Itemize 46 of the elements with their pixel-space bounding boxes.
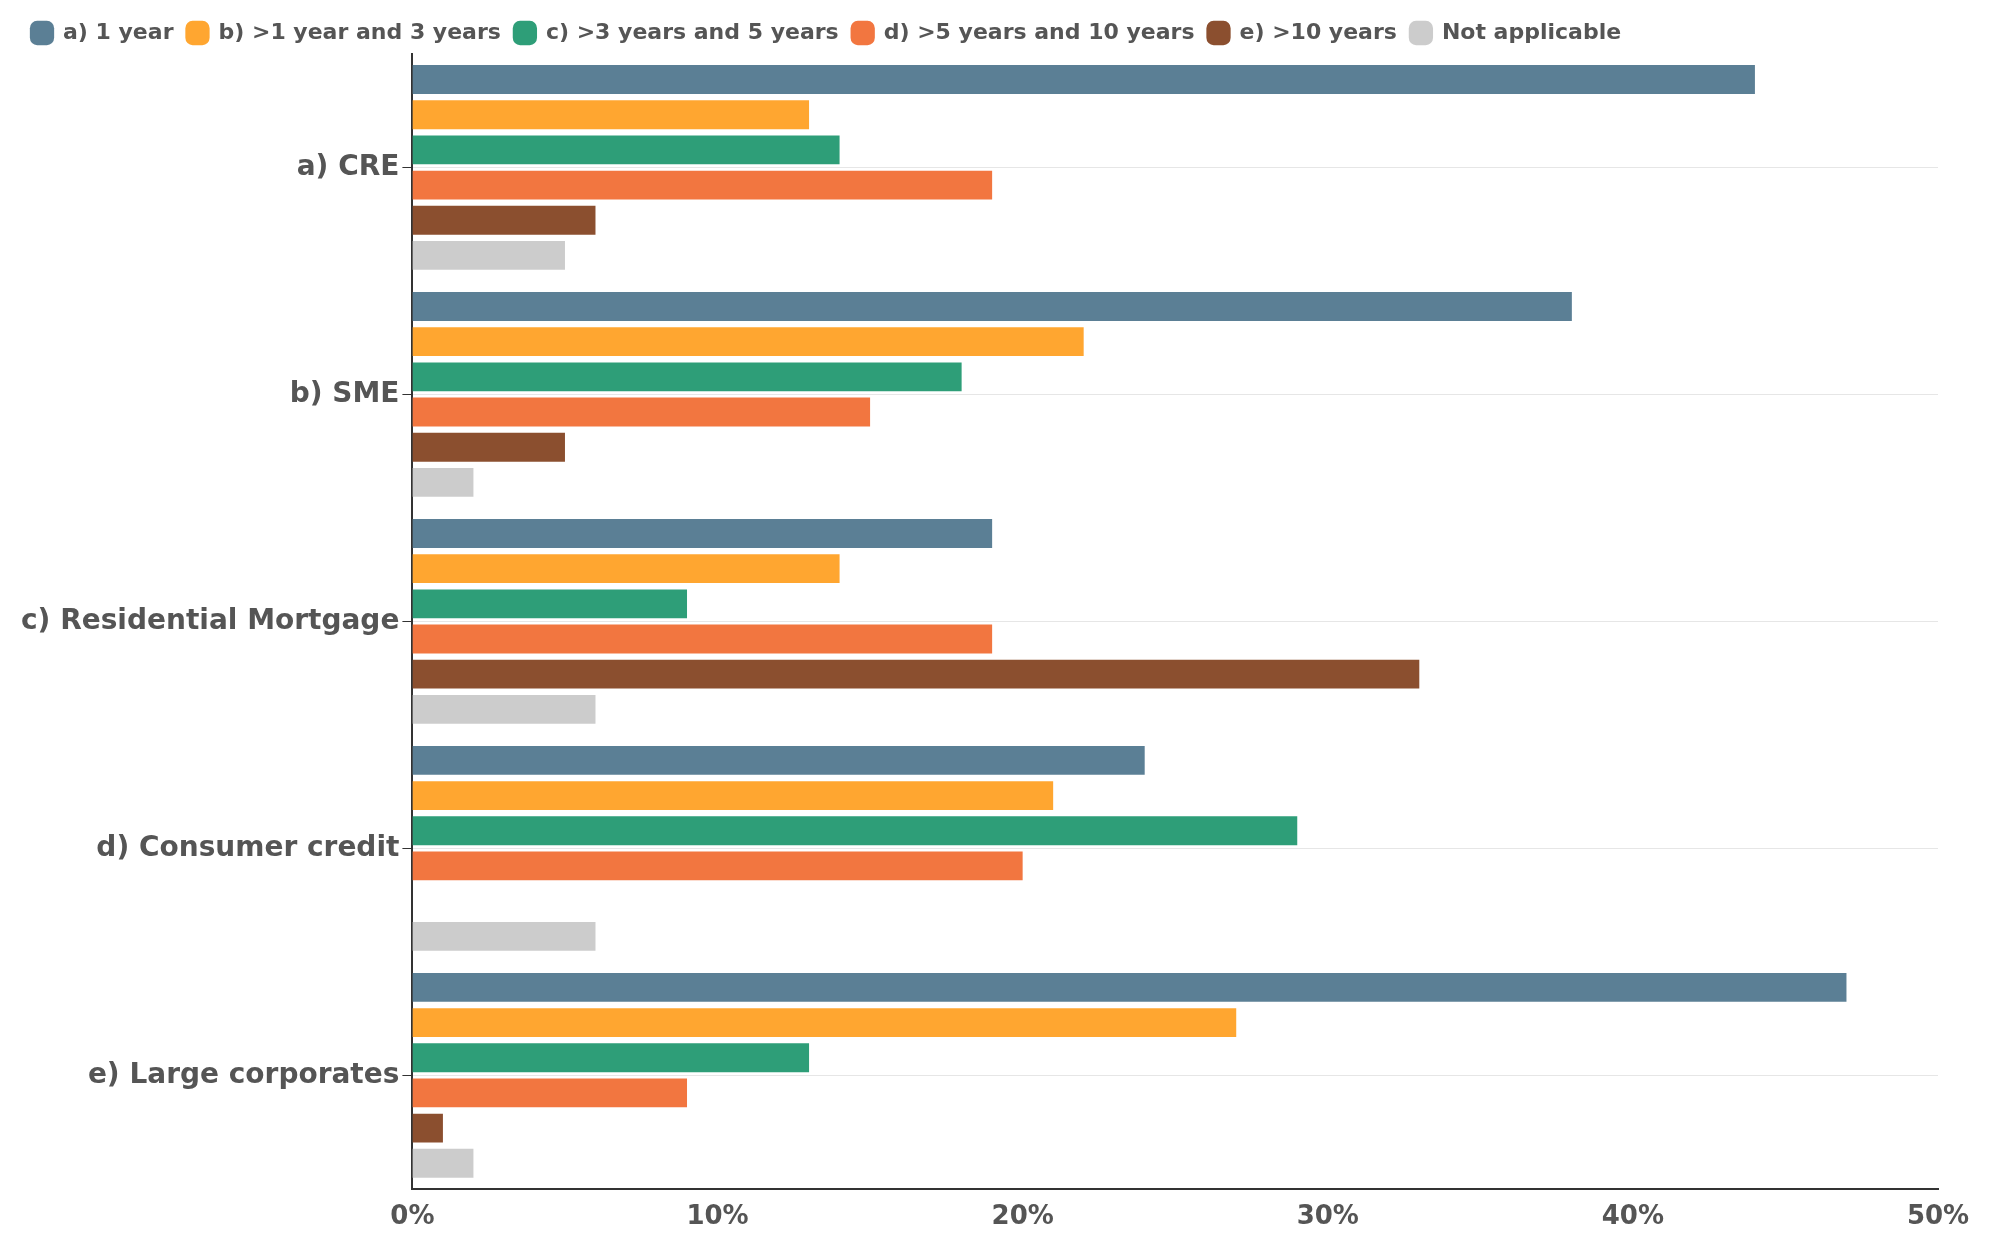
bar: [412, 1008, 1237, 1037]
bar: [412, 65, 1755, 94]
bar: [412, 816, 1298, 846]
x-tick-label: 10%: [686, 1200, 749, 1231]
x-tick-label: 0%: [390, 1200, 435, 1231]
bar: [412, 1148, 474, 1178]
y-tick-label: c) Residential Mortgage: [20, 602, 400, 636]
bar: [412, 1113, 443, 1143]
bar: [412, 659, 1420, 689]
bar: [412, 694, 596, 724]
x-tick-label: 50%: [1906, 1200, 1970, 1231]
bar: [412, 519, 993, 548]
bar: [412, 362, 962, 392]
x-tick-label: 40%: [1601, 1200, 1664, 1231]
bar: [412, 1078, 688, 1108]
bar: [412, 467, 474, 497]
bar: [412, 135, 840, 165]
bar: [412, 397, 871, 427]
legend-label: a) 1 year: [63, 18, 174, 44]
legend-label: e) >10 years: [1239, 18, 1397, 44]
bar: [412, 292, 1572, 321]
legend-label: c) >3 years and 5 years: [545, 18, 839, 44]
bar: [412, 100, 810, 130]
y-tick-label: e) Large corporates: [87, 1056, 400, 1090]
y-tick-label: a) CRE: [296, 148, 400, 182]
bar: [412, 205, 596, 235]
legend-label: Not applicable: [1441, 18, 1622, 44]
bar: [412, 781, 1054, 811]
y-tick-label: b) SME: [289, 375, 400, 409]
bar: [412, 327, 1084, 357]
legend-label: d) >5 years and 10 years: [883, 18, 1195, 44]
x-tick-label: 20%: [991, 1200, 1054, 1231]
bar: [412, 972, 1847, 1002]
bar: [412, 921, 596, 951]
bar: [412, 624, 993, 654]
bar: [412, 851, 1023, 881]
legend-label: b) >1 year and 3 years: [218, 18, 501, 44]
bar: [412, 554, 840, 584]
bar: [412, 589, 688, 619]
y-tick-label: d) Consumer credit: [96, 829, 400, 863]
bar: [412, 170, 993, 200]
bar: [412, 1043, 810, 1073]
bar: [412, 241, 565, 270]
bar: [412, 432, 565, 462]
bar: [412, 745, 1145, 775]
x-tick-label: 30%: [1296, 1200, 1359, 1231]
